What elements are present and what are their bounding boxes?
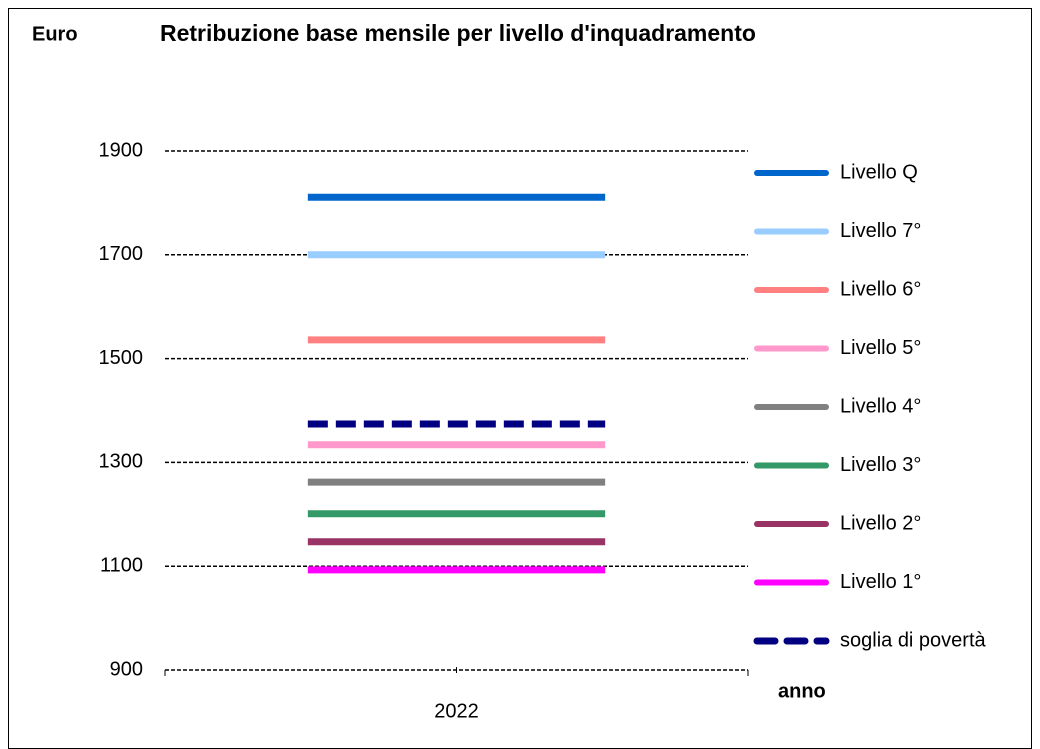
y-tick-label: 900: [110, 658, 143, 680]
legend-label: Livello 4°: [840, 395, 921, 417]
legend-label: Livello 6°: [840, 278, 921, 300]
y-tick-label: 1500: [99, 347, 144, 369]
legend-label: Livello 7°: [840, 220, 921, 242]
legend-label: Livello 1°: [840, 571, 921, 593]
legend-label: Livello Q: [840, 161, 918, 183]
legend-label: Livello 3°: [840, 454, 921, 476]
y-tick-label: 1700: [99, 243, 144, 265]
chart-title: Retribuzione base mensile per livello d'…: [160, 20, 756, 46]
y-tick-label: 1900: [99, 139, 144, 161]
x-axis-label: anno: [778, 680, 826, 702]
legend-label: Livello 2°: [840, 512, 921, 534]
y-axis-label: Euro: [32, 23, 78, 45]
legend-label: Livello 5°: [840, 337, 921, 359]
x-tick-label: 2022: [434, 700, 479, 722]
legend-label: soglia di povertà: [840, 629, 987, 651]
y-tick-label: 1100: [100, 554, 143, 576]
y-tick-label: 1300: [99, 451, 144, 473]
